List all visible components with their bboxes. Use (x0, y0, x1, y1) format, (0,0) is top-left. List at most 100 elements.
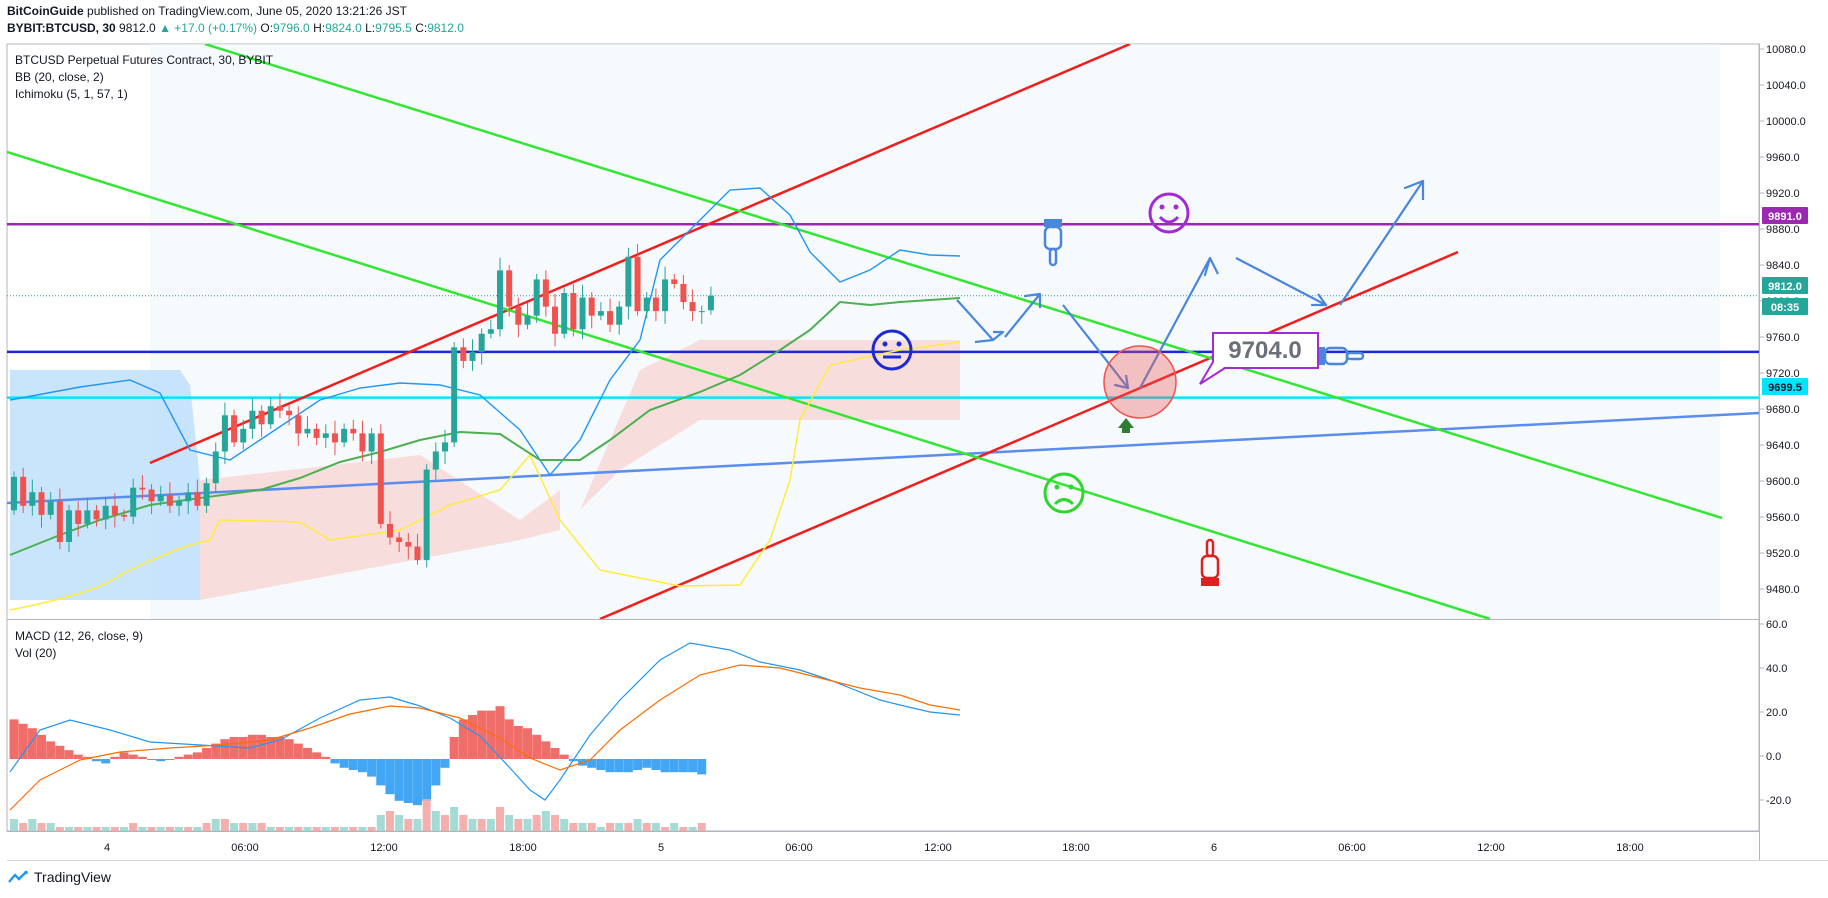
candle-body (331, 433, 338, 443)
time-tick-label: 06:00 (231, 842, 259, 854)
candle-body (652, 297, 659, 312)
macd-histogram-bar (220, 739, 230, 759)
macd-histogram-bar (532, 734, 542, 759)
volume-bar (230, 823, 239, 831)
macd-histogram-bar (541, 741, 551, 759)
neutral-face-icon-ring (871, 329, 913, 371)
macd-histogram-bar (156, 759, 166, 762)
time-tick-label: 6 (1211, 842, 1217, 854)
hand-point-down-icon-cuff (1044, 219, 1062, 227)
tradingview-footer[interactable]: TradingView (8, 869, 111, 885)
volume-bar (670, 823, 679, 831)
volume-bar (10, 819, 18, 831)
macd-histogram-bar (605, 759, 615, 773)
macd-histogram-bar (697, 759, 707, 775)
candle-body (597, 311, 604, 316)
tradingview-logo-icon (8, 870, 28, 883)
price-tick-label: 10000.0 (1766, 116, 1806, 128)
price-tag: 9891.0 (1762, 207, 1808, 224)
time-tick-label: 12:00 (1477, 842, 1505, 854)
macd-histogram-bar (37, 734, 47, 759)
candle-body (552, 306, 559, 334)
candle-body (20, 476, 27, 506)
candle-body (570, 293, 577, 330)
neutral-face-icon-eye-right (896, 341, 902, 347)
hand-point-down-icon (1043, 219, 1063, 267)
candle-body (341, 428, 348, 443)
volume-bar (110, 827, 119, 831)
volume-bar (239, 823, 248, 831)
macd-histogram-bar (211, 743, 221, 759)
volume-bar (266, 827, 275, 831)
green-channel-lower (7, 150, 1491, 619)
candle-body (231, 415, 238, 443)
candle-body (579, 297, 586, 330)
price-tick-label: 9920.0 (1766, 188, 1800, 200)
macd-histogram-bar (513, 726, 523, 759)
candle-body (487, 329, 494, 334)
happy-face-icon (1148, 192, 1190, 234)
volume-bar (642, 823, 651, 831)
volume-bar (569, 823, 578, 831)
macd-histogram-bar (266, 737, 276, 759)
candle-body (304, 428, 311, 434)
support-zone-circle (1103, 345, 1177, 419)
volume-bar (340, 827, 349, 831)
volume-bar (74, 827, 83, 831)
publish-line: BitCoinGuide published on TradingView.co… (7, 4, 407, 18)
macd-histogram-bar (82, 756, 92, 759)
price-tag-label: 08:35 (1771, 302, 1799, 314)
candle-body (350, 428, 357, 434)
sad-face-icon-eye-right (1068, 484, 1074, 490)
candle-body (56, 501, 63, 543)
macd-histogram-bar (385, 759, 395, 795)
hand-point-up-icon (1200, 538, 1220, 586)
macd-histogram-bar (330, 759, 340, 764)
candle-body (130, 487, 137, 517)
path-arrowhead-1 (992, 330, 1005, 341)
sad-face-icon (1043, 472, 1085, 514)
macd-tick-label: 0.0 (1766, 751, 1781, 763)
hand-point-left-icon-finger (1345, 351, 1365, 361)
candle-body (203, 483, 210, 506)
volume-bar (211, 819, 220, 831)
macd-histogram-bar (312, 752, 322, 759)
macd-pane[interactable] (9, 642, 961, 831)
macd-histogram-bar (284, 739, 294, 759)
drawings[interactable]: 9704.0 (871, 179, 1425, 586)
candle-body (176, 501, 183, 506)
time-tick-label: 12:00 (370, 842, 398, 854)
volume-bar (156, 827, 165, 831)
price-change: ▲ +17.0 (+0.17%) (159, 21, 258, 35)
sad-face-icon-ring (1043, 472, 1085, 514)
legend-bb: BB (20, close, 2) (15, 70, 104, 84)
macd-histogram-bar (651, 759, 661, 770)
price-tick-label: 9760.0 (1766, 332, 1800, 344)
path-arrow-down-2 (1062, 304, 1130, 390)
volume-bar (202, 823, 211, 831)
volume-bar (248, 823, 257, 831)
time-tick-label: 5 (658, 842, 664, 854)
volume-bar (294, 827, 303, 831)
volume-bar (596, 827, 605, 831)
volume-bar (477, 819, 486, 831)
author-name[interactable]: BitCoinGuide (7, 4, 84, 18)
macd-histogram-bar (321, 756, 331, 759)
candle-body (276, 406, 283, 411)
macd-histogram-bar (9, 719, 19, 759)
macd-histogram-bar (101, 759, 111, 764)
price-tag: 9699.5 (1762, 378, 1808, 395)
volume-bar (679, 827, 688, 831)
candle-body (194, 492, 201, 506)
macd-histogram-bar (92, 759, 102, 762)
main-pane[interactable] (7, 44, 1759, 619)
volume-bar (385, 811, 394, 831)
candle-body (258, 410, 265, 425)
candle-body (185, 492, 192, 502)
kumo-cloud-red-2 (580, 340, 960, 510)
macd-histogram-bar (468, 715, 477, 759)
volume-bar (303, 827, 312, 831)
volume-bar (459, 815, 468, 831)
candle-body (93, 510, 100, 520)
